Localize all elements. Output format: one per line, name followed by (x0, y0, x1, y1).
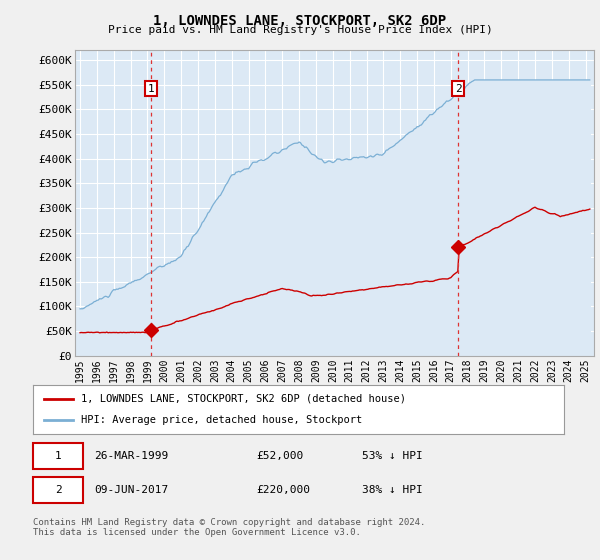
Text: 2: 2 (455, 83, 461, 94)
FancyBboxPatch shape (33, 443, 83, 469)
Text: £220,000: £220,000 (256, 485, 310, 495)
Text: 26-MAR-1999: 26-MAR-1999 (94, 451, 169, 461)
Text: 09-JUN-2017: 09-JUN-2017 (94, 485, 169, 495)
Text: 2: 2 (55, 485, 62, 495)
Text: HPI: Average price, detached house, Stockport: HPI: Average price, detached house, Stoc… (81, 415, 362, 425)
Text: 1, LOWNDES LANE, STOCKPORT, SK2 6DP (detached house): 1, LOWNDES LANE, STOCKPORT, SK2 6DP (det… (81, 394, 406, 404)
Text: 1, LOWNDES LANE, STOCKPORT, SK2 6DP: 1, LOWNDES LANE, STOCKPORT, SK2 6DP (154, 14, 446, 28)
Text: 38% ↓ HPI: 38% ↓ HPI (362, 485, 423, 495)
Text: Contains HM Land Registry data © Crown copyright and database right 2024.
This d: Contains HM Land Registry data © Crown c… (33, 518, 425, 538)
Text: £52,000: £52,000 (256, 451, 303, 461)
Text: 53% ↓ HPI: 53% ↓ HPI (362, 451, 423, 461)
Text: Price paid vs. HM Land Registry's House Price Index (HPI): Price paid vs. HM Land Registry's House … (107, 25, 493, 35)
FancyBboxPatch shape (33, 477, 83, 503)
Text: 1: 1 (148, 83, 155, 94)
Text: 1: 1 (55, 451, 62, 461)
